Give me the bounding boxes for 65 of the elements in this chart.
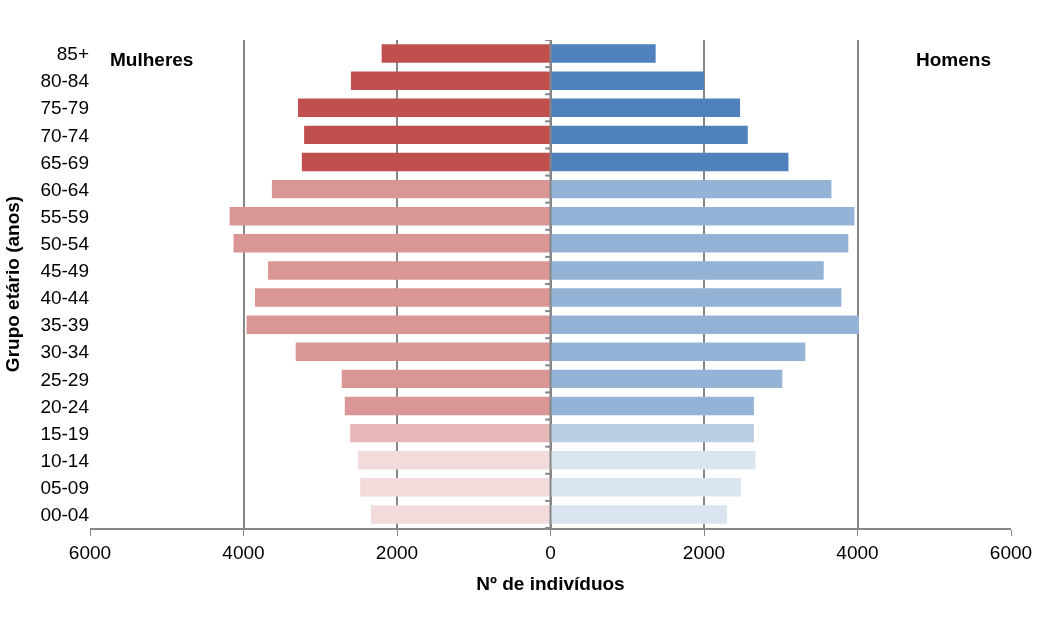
bar — [233, 234, 551, 253]
bar — [550, 478, 741, 497]
bar — [341, 369, 551, 389]
bar — [301, 152, 551, 172]
bar — [550, 369, 783, 389]
y-tick-label: 05-09 — [40, 476, 89, 498]
bar — [360, 478, 551, 497]
bar — [370, 505, 551, 524]
y-tick-label: 55-59 — [40, 205, 89, 227]
y-tick-label: 50-54 — [40, 232, 90, 254]
x-tick-label: 0 — [545, 541, 556, 563]
bar — [297, 98, 551, 117]
annotation: Mulheres — [110, 49, 194, 70]
y-axis-title: Grupo etário (anos) — [2, 195, 24, 373]
y-tick-label: 85+ — [56, 43, 89, 65]
bar — [550, 396, 754, 416]
bar — [550, 207, 855, 226]
y-tick-label: 60-64 — [40, 178, 90, 200]
annotation: Homens — [916, 49, 991, 70]
x-tick-label: 6000 — [989, 541, 1033, 563]
y-tick-label: 30-34 — [40, 341, 90, 363]
bar — [550, 125, 748, 145]
y-tick-label: 75-79 — [40, 97, 89, 119]
y-tick-label: 15-19 — [40, 422, 89, 444]
bar — [550, 179, 832, 199]
x-tick-label: 4000 — [222, 541, 265, 563]
y-tick-label: 80-84 — [40, 70, 90, 92]
bar — [357, 451, 551, 470]
bar — [304, 125, 551, 145]
bar — [550, 451, 756, 470]
bar — [550, 152, 789, 172]
bar — [550, 98, 741, 117]
bar — [550, 423, 754, 443]
y-tick-label: 70-74 — [40, 124, 90, 146]
bar — [344, 396, 551, 416]
x-tick-label: 2000 — [682, 541, 726, 563]
bar — [295, 342, 551, 361]
bar — [255, 288, 551, 307]
bar — [550, 288, 842, 307]
y-tick-label: 45-49 — [40, 260, 89, 282]
y-tick-label: 40-44 — [40, 287, 90, 309]
bar — [350, 423, 551, 443]
bar — [246, 315, 551, 334]
bar — [550, 342, 806, 361]
bar — [268, 261, 551, 280]
x-tick-label: 4000 — [836, 541, 879, 563]
bar — [550, 261, 824, 280]
x-tick-label: 6000 — [68, 541, 112, 563]
bar — [550, 505, 728, 524]
y-tick-label: 65-69 — [40, 151, 89, 173]
x-tick-label: 2000 — [375, 541, 419, 563]
bar — [550, 71, 704, 90]
bar — [550, 44, 656, 63]
bar — [350, 71, 551, 90]
y-tick-label: 10-14 — [40, 449, 90, 471]
y-tick-label: 20-24 — [40, 395, 90, 417]
bar — [271, 179, 551, 199]
bar — [229, 207, 551, 226]
bar — [550, 234, 849, 253]
y-tick-label: 00-04 — [40, 504, 90, 526]
bar — [550, 315, 860, 334]
y-tick-label: 25-29 — [40, 368, 89, 390]
x-axis-title: Nº de indivíduos — [476, 573, 625, 595]
y-tick-label: 35-39 — [40, 314, 89, 336]
bar — [381, 44, 551, 63]
